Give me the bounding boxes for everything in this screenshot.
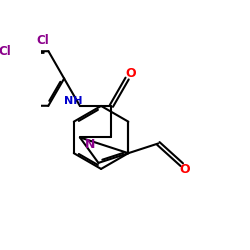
Text: O: O: [125, 67, 136, 80]
Text: N: N: [85, 138, 95, 150]
Text: NH: NH: [64, 96, 82, 106]
Text: O: O: [180, 163, 190, 176]
Text: Cl: Cl: [36, 34, 49, 47]
Text: Cl: Cl: [0, 45, 11, 58]
